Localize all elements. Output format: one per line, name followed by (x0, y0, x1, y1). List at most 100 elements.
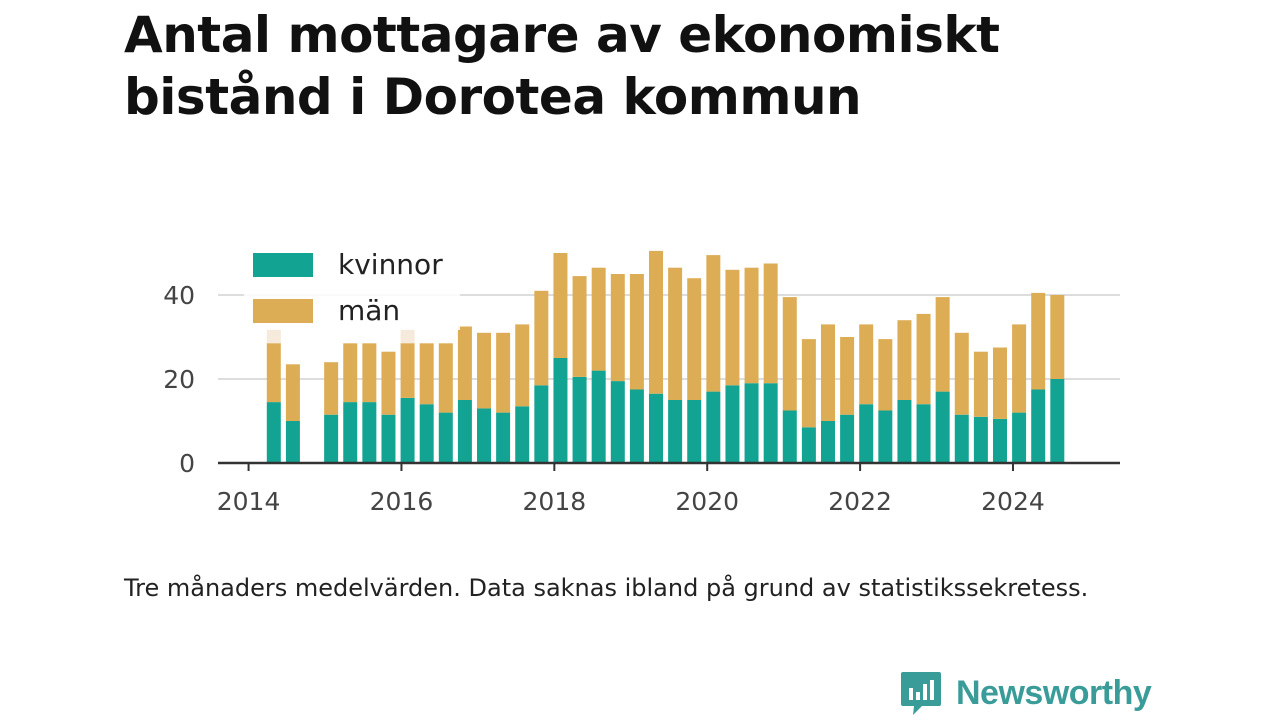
bar-man (1031, 292, 1046, 390)
bar-kvinnor (266, 402, 281, 463)
bar-man (266, 343, 281, 403)
bar-man (324, 362, 339, 415)
bar-man (343, 343, 358, 403)
bar-kvinnor (515, 406, 530, 463)
x-tick-label: 2014 (217, 487, 281, 516)
bar-man (878, 339, 893, 411)
bar-kvinnor (457, 400, 472, 463)
bar-man (706, 255, 721, 392)
bar-kvinnor (477, 408, 492, 463)
y-tick-label: 0 (179, 449, 195, 478)
bar-man (916, 313, 931, 405)
bar-man (782, 297, 797, 411)
axes: 0 20 40 2014 2016 2018 2020 2022 2024 (163, 281, 1120, 516)
bar-man (1050, 295, 1065, 379)
x-tick-label: 2020 (675, 487, 739, 516)
bar-man (859, 324, 874, 405)
bar-man (362, 343, 377, 403)
bar-kvinnor (629, 389, 644, 463)
bar-kvinnor (553, 358, 568, 463)
bar-kvinnor (859, 404, 874, 463)
bar-kvinnor (534, 385, 549, 463)
bar-kvinnor (324, 414, 339, 463)
bar-man (973, 351, 988, 417)
bar-man (840, 337, 855, 415)
bar-kvinnor (343, 402, 358, 463)
bar-man (820, 324, 835, 421)
bar-man (553, 253, 568, 358)
bar-kvinnor (438, 412, 453, 463)
bar-kvinnor (1050, 379, 1065, 463)
y-tick-label: 20 (163, 365, 195, 394)
bar-man (744, 267, 759, 384)
x-tick-label: 2016 (370, 487, 434, 516)
bar-kvinnor (992, 418, 1007, 463)
bar-man (400, 343, 415, 398)
newsworthy-logo-icon (901, 672, 941, 715)
bar-kvinnor (362, 402, 377, 463)
bar-man (457, 326, 472, 400)
legend-swatch-kvinnor (253, 253, 313, 277)
bar-kvinnor (591, 370, 606, 463)
bar-kvinnor (1012, 412, 1027, 463)
bar-man (477, 332, 492, 409)
bar-kvinnor (916, 404, 931, 463)
bar-man (897, 320, 912, 400)
bar-kvinnor (954, 414, 969, 463)
bar-kvinnor (782, 410, 797, 463)
bar-kvinnor (935, 391, 950, 463)
legend: kvinnor män (244, 244, 460, 330)
bar-man (668, 267, 683, 400)
bar-kvinnor (668, 400, 683, 463)
bar-kvinnor (572, 376, 587, 463)
bar-kvinnor (496, 412, 511, 463)
bar-kvinnor (744, 383, 759, 463)
bar-man (285, 364, 300, 421)
bar-kvinnor (973, 416, 988, 463)
bar-man (591, 267, 606, 371)
bar-kvinnor (878, 410, 893, 463)
bar-kvinnor (610, 381, 625, 463)
missing-data-marker (266, 328, 281, 344)
bar-man (1012, 324, 1027, 413)
legend-swatch-man (253, 299, 313, 323)
legend-label-kvinnor: kvinnor (338, 248, 443, 281)
bar-kvinnor (1031, 389, 1046, 463)
bar-kvinnor (285, 421, 300, 463)
x-tick-label: 2018 (523, 487, 587, 516)
bar-man (610, 274, 625, 382)
bar-man (515, 324, 530, 407)
bar-man (954, 332, 969, 415)
bar-kvinnor (400, 397, 415, 463)
missing-data-marker (400, 328, 415, 344)
bar-man (534, 290, 549, 386)
bar-kvinnor (763, 383, 778, 463)
bars (266, 250, 1065, 463)
chart-title: Antal mottagare av ekonomiskt bistånd i … (124, 6, 1000, 126)
x-tick-label: 2022 (828, 487, 892, 516)
y-tick-label: 40 (163, 281, 195, 310)
bar-kvinnor (419, 404, 434, 463)
legend-label-man: män (338, 294, 400, 327)
bar-man (572, 276, 587, 377)
bar-man (496, 332, 511, 413)
bar-man (725, 269, 740, 386)
bar-man (801, 339, 816, 428)
bar-man (687, 278, 702, 400)
bar-man (438, 343, 453, 413)
bar-kvinnor (725, 385, 740, 463)
chart-caption: Tre månaders medelvärden. Data saknas ib… (124, 574, 1089, 602)
bar-kvinnor (706, 391, 721, 463)
x-tick-label: 2024 (981, 487, 1045, 516)
bar-man (649, 250, 664, 394)
bar-man (935, 297, 950, 392)
bar-man (763, 263, 778, 384)
bar-man (992, 347, 1007, 419)
bar-kvinnor (820, 421, 835, 463)
bar-kvinnor (687, 400, 702, 463)
newsworthy-logo[interactable]: Newsworthy (900, 670, 1152, 716)
bar-kvinnor (897, 400, 912, 463)
bar-kvinnor (840, 414, 855, 463)
bar-kvinnor (801, 427, 816, 463)
